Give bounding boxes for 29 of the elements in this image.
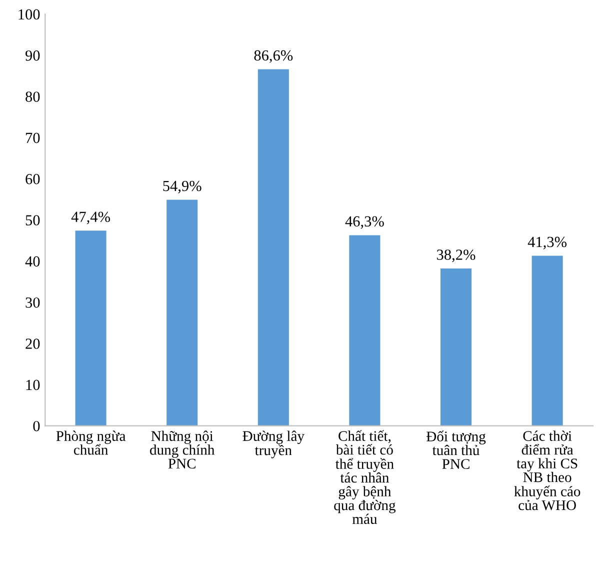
data-label: 86,6% bbox=[254, 50, 293, 63]
data-label: 47,4% bbox=[71, 212, 110, 224]
bar bbox=[532, 256, 563, 426]
bar bbox=[440, 268, 472, 426]
x-tick-label: Đường lây truyền bbox=[242, 430, 304, 458]
y-tick-label: 50 bbox=[26, 215, 40, 226]
y-tick-label: 80 bbox=[26, 92, 40, 102]
y-tick-label: 90 bbox=[26, 50, 40, 61]
x-tick-label: Những nội dung chính PNC bbox=[150, 430, 215, 469]
y-tick-label: 10 bbox=[26, 380, 40, 390]
x-tick-label: Đối tượng tuân thủ PNC bbox=[426, 430, 486, 469]
x-tick-label: Chất tiết, bài tiết có thể truyền tác nhân gây bệnh qua đường máu bbox=[334, 430, 396, 524]
data-label: 54,9% bbox=[163, 180, 202, 194]
bar bbox=[75, 230, 106, 426]
y-tick-label: 0 bbox=[33, 420, 40, 432]
y-tick-label: 30 bbox=[26, 297, 40, 308]
x-tick-label: Các thời điểm rửa tay khi CS NB theo khuyến cáo của WHO bbox=[514, 430, 580, 510]
y-tick-label: 60 bbox=[26, 174, 40, 184]
x-tick-label: Phòng ngừa chuẩn bbox=[56, 430, 126, 455]
bar bbox=[349, 235, 380, 426]
bar bbox=[258, 69, 289, 426]
y-tick-label: 40 bbox=[25, 256, 40, 267]
data-label: 41,3% bbox=[528, 236, 567, 250]
y-tick-label: 70 bbox=[26, 132, 40, 144]
data-label: 38,2% bbox=[437, 250, 476, 262]
data-label: 46,3% bbox=[345, 216, 384, 229]
bar bbox=[166, 200, 198, 426]
y-tick-label: 20 bbox=[26, 338, 40, 349]
y-tick-label: 100 bbox=[18, 9, 40, 20]
